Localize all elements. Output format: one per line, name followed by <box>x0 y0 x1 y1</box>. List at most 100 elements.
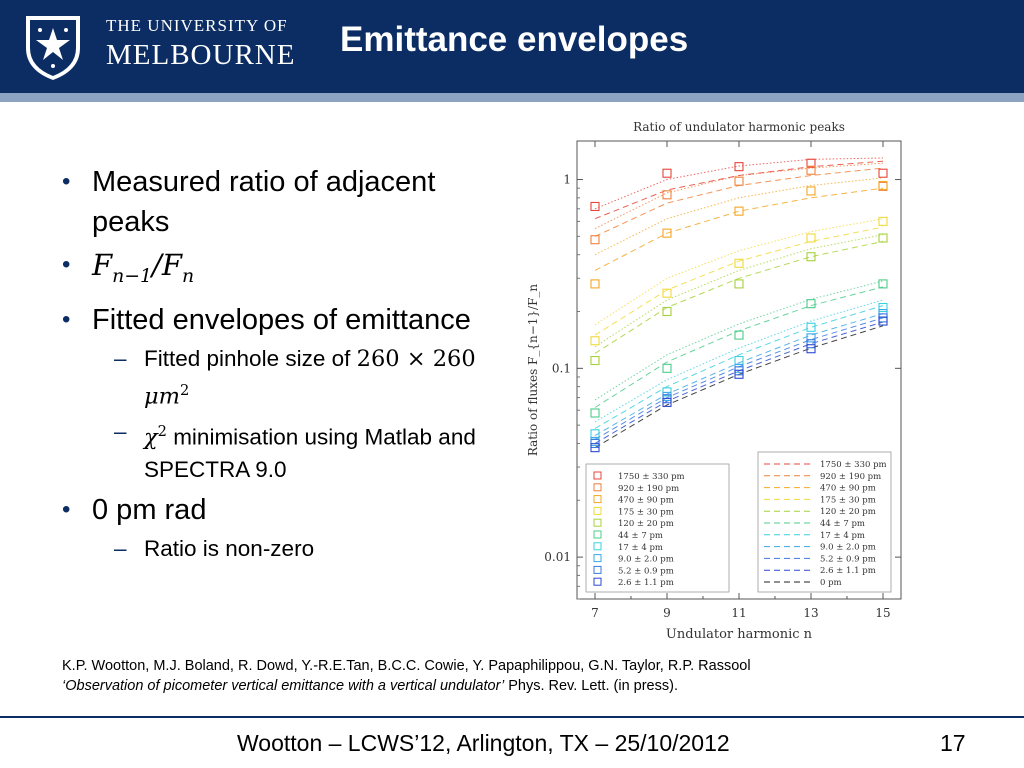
fitted-line <box>594 160 884 220</box>
legend-fitted-box <box>757 451 892 593</box>
x-tick-label: 11 <box>731 606 746 620</box>
measured-marker <box>806 233 816 243</box>
formula-sub1: n−1 <box>112 265 153 287</box>
measured-marker <box>806 165 816 175</box>
header-bar: THE UNIVERSITY OF MELBOURNE Emittance en… <box>0 0 1024 93</box>
measured-marker <box>590 408 600 418</box>
legend-label: 9.0 ± 2.0 pm <box>618 555 674 565</box>
footer-divider <box>0 716 1024 718</box>
legend-label: 120 ± 20 pm <box>820 507 876 517</box>
measured-marker <box>590 336 600 346</box>
logo-line1: THE UNIVERSITY OF <box>106 16 288 35</box>
legend-marker <box>593 530 602 539</box>
sub-bullet-text: minimisation using Matlab and SPECTRA 9.… <box>144 424 476 482</box>
measured-marker <box>662 228 672 238</box>
chart-title: Ratio of undulator harmonic peaks <box>633 120 845 134</box>
measured-marker <box>590 443 600 453</box>
unit-exponent: 2 <box>179 381 190 399</box>
measured-marker <box>662 306 672 317</box>
fitted-line <box>594 305 884 429</box>
envelope-line <box>594 234 884 348</box>
chi-symbol: χ <box>144 424 158 451</box>
dash-icon: – <box>114 535 127 561</box>
sub-bullet-item: – Ratio is non-zero <box>62 533 502 565</box>
university-crest-icon <box>26 16 80 80</box>
bullet-icon: • <box>62 305 71 333</box>
measured-marker <box>878 302 888 313</box>
measured-marker <box>878 168 888 178</box>
reference-citation: K.P. Wootton, M.J. Boland, R. Dowd, Y.-R… <box>62 656 751 696</box>
bullet-text: Fitted envelopes of emittance <box>92 303 471 336</box>
legend-measured-box <box>585 463 730 593</box>
y-tick-label: 0.01 <box>544 550 571 564</box>
x-axis-label: Undulator harmonic n <box>666 627 813 642</box>
legend-label: 44 ± 7 pm <box>820 519 865 529</box>
legend-marker <box>593 483 602 492</box>
flux-ratio-formula: Fn−1/Fn <box>92 248 194 287</box>
pinhole-size-math: 260 × 260 <box>356 345 476 372</box>
legend-label: 17 ± 4 pm <box>820 531 865 541</box>
page-number: 17 <box>940 730 966 756</box>
envelope-line <box>594 299 884 423</box>
measured-marker <box>806 339 816 349</box>
legend-label: 1750 ± 330 pm <box>618 472 685 482</box>
measured-marker <box>590 355 600 366</box>
legend-label: 5.2 ± 0.9 pm <box>820 554 876 564</box>
x-tick-label: 7 <box>591 606 599 620</box>
dash-icon: – <box>114 419 127 445</box>
bullet-text: Measured ratio of adjacent peaks <box>92 166 436 238</box>
harmonic-ratio-chart: Ratio of undulator harmonic peaks 7 9 11 13 1… <box>526 120 902 642</box>
fitted-line <box>594 226 884 336</box>
measured-marker <box>734 330 744 340</box>
envelope-line <box>594 177 884 256</box>
bullet-icon: • <box>62 495 71 523</box>
formula-sub2: n <box>181 265 195 287</box>
sub-bullet-text: Ratio is non-zero <box>144 535 315 561</box>
reference-title: ‘Observation of picometer vertical emitt… <box>62 678 505 694</box>
legend-label: 17 ± 4 pm <box>618 543 663 553</box>
unit-math: μm <box>144 383 180 410</box>
measured-marker <box>662 168 672 178</box>
legend-marker <box>593 554 602 563</box>
legend-label: 470 ± 90 pm <box>820 484 876 494</box>
reference-title-line: ‘Observation of picometer vertical emitt… <box>62 676 751 696</box>
y-tick-label: 0.1 <box>552 361 571 375</box>
bullet-item: • Measured ratio of adjacent peaks <box>62 162 502 242</box>
reference-journal: Phys. Rev. Lett. (in press). <box>504 678 678 694</box>
legend-label: 5.2 ± 0.9 pm <box>618 566 674 576</box>
measured-marker <box>662 397 672 407</box>
legend-label: 0 pm <box>820 578 842 588</box>
y-tick-label: 1 <box>563 173 571 187</box>
bullet-item: • Fitted envelopes of emittance <box>62 300 502 340</box>
fitted-line <box>594 187 884 271</box>
legend-label: 2.6 ± 1.1 pm <box>820 566 876 576</box>
fitted-line <box>594 240 884 354</box>
formula-slash: /F <box>152 248 182 282</box>
bullet-icon: • <box>62 168 71 195</box>
legend-label: 920 ± 190 pm <box>820 472 881 482</box>
measured-marker <box>734 176 744 186</box>
legend-label: 9.0 ± 2.0 pm <box>820 543 876 553</box>
envelope-line <box>594 280 884 401</box>
measured-marker <box>734 258 744 268</box>
measured-marker <box>734 206 744 216</box>
formula-f: F <box>92 248 113 282</box>
legend-label: 44 ± 7 pm <box>618 531 663 541</box>
sub-bullet-item: – χ2 minimisation using Matlab and SPECT… <box>62 416 502 486</box>
envelope-line <box>594 157 884 210</box>
reference-authors: K.P. Wootton, M.J. Boland, R. Dowd, Y.-R… <box>62 658 751 674</box>
legend-marker <box>593 518 602 527</box>
measured-marker <box>806 186 816 196</box>
legend-label: 2.6 ± 1.1 pm <box>618 578 674 588</box>
measured-marker <box>806 299 816 309</box>
legend-label: 120 ± 20 pm <box>618 519 674 529</box>
header-divider <box>0 93 1024 102</box>
measured-marker <box>734 369 744 379</box>
slide-title: Emittance envelopes <box>340 20 689 59</box>
bullet-item: • Fn−1/Fn <box>62 245 502 297</box>
fitted-line <box>594 313 884 437</box>
measured-marker <box>590 279 600 289</box>
university-logo: THE UNIVERSITY OF MELBOURNE <box>18 10 294 82</box>
chi-exponent: 2 <box>157 423 167 441</box>
legend-label: 470 ± 90 pm <box>618 496 674 506</box>
